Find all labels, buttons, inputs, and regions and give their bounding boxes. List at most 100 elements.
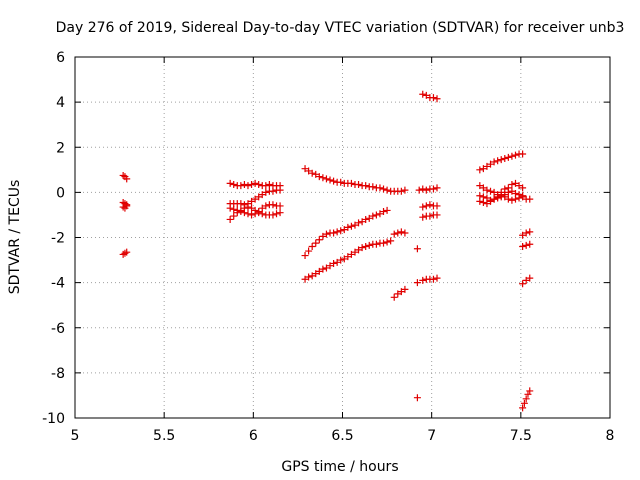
data-point (244, 203, 252, 211)
data-point (419, 185, 427, 193)
data-point (501, 155, 509, 163)
y-axis-label: SDTVAR / TECUs (7, 180, 23, 295)
data-point (326, 262, 334, 270)
data-point (344, 223, 352, 231)
y-tick-label: -10 (42, 411, 65, 427)
data-point (429, 185, 437, 193)
data-point (519, 184, 527, 192)
data-point (240, 180, 248, 188)
data-point (244, 182, 252, 190)
data-point (255, 180, 263, 188)
data-point (526, 228, 534, 236)
data-point (301, 165, 309, 173)
data-point (419, 203, 427, 211)
data-point (419, 276, 427, 284)
data-point (251, 179, 259, 187)
data-point (390, 293, 398, 301)
data-point (351, 248, 359, 256)
data-point (490, 195, 498, 203)
data-point (248, 211, 256, 219)
data-point (413, 245, 421, 253)
data-point (322, 230, 330, 238)
y-tick-label: 2 (56, 140, 65, 156)
x-tick-label: 5 (71, 428, 80, 444)
data-point (315, 236, 323, 244)
data-point (333, 228, 341, 236)
data-point (519, 150, 527, 158)
data-point (355, 180, 363, 188)
data-point (526, 240, 534, 248)
data-point (312, 239, 320, 247)
data-point (269, 201, 277, 209)
data-point (244, 210, 252, 218)
data-point (419, 90, 427, 98)
data-point (397, 187, 405, 195)
data-point (262, 182, 270, 190)
data-points (119, 90, 534, 412)
chart-title: Day 276 of 2019, Sidereal Day-to-day VTE… (56, 20, 625, 36)
data-point (394, 290, 402, 298)
data-point (226, 179, 234, 187)
y-tick-label: 0 (56, 185, 65, 201)
data-point (322, 175, 330, 183)
data-point (476, 166, 484, 174)
data-point (519, 280, 527, 288)
data-point (330, 259, 338, 267)
data-point (504, 195, 512, 203)
y-tick-label: -2 (51, 231, 65, 247)
data-point (526, 195, 534, 203)
data-point (380, 208, 388, 216)
data-point (494, 157, 502, 165)
data-point (522, 229, 530, 237)
data-point (524, 390, 532, 398)
data-point (519, 231, 527, 239)
x-tick-label: 5.5 (153, 428, 175, 444)
data-point (319, 265, 327, 273)
data-point (365, 241, 373, 249)
data-point (230, 205, 238, 213)
data-point (226, 204, 234, 212)
data-point (515, 182, 523, 190)
data-point (413, 279, 421, 287)
data-point (380, 185, 388, 193)
data-point (330, 177, 338, 185)
data-point (251, 206, 259, 214)
data-point (248, 180, 256, 188)
data-point (262, 202, 270, 210)
data-point (522, 276, 530, 284)
data-point (526, 274, 534, 282)
data-point (479, 199, 487, 207)
data-point (312, 270, 320, 278)
data-point (258, 191, 266, 199)
data-point (230, 212, 238, 220)
data-point (519, 193, 527, 201)
data-point (273, 210, 281, 218)
data-point (237, 182, 245, 190)
data-point (315, 173, 323, 181)
data-point (326, 176, 334, 184)
data-point (362, 182, 370, 190)
data-point (419, 213, 427, 221)
x-tick-label: 8 (606, 428, 615, 444)
data-point (347, 179, 355, 187)
data-point (487, 160, 495, 168)
data-point (355, 246, 363, 254)
data-point (226, 215, 234, 223)
data-point (123, 248, 131, 256)
data-point (479, 184, 487, 192)
data-point (362, 243, 370, 251)
data-point (497, 192, 505, 200)
data-point (121, 249, 129, 257)
x-tick-label: 6 (249, 428, 258, 444)
data-point (333, 258, 341, 266)
x-tick-label: 7.5 (510, 428, 532, 444)
data-point (344, 253, 352, 261)
data-point (230, 180, 238, 188)
x-tick-label: 6.5 (331, 428, 353, 444)
data-point (237, 200, 245, 208)
data-point (487, 197, 495, 205)
data-point (369, 212, 377, 220)
data-point (362, 215, 370, 223)
data-point (372, 240, 380, 248)
axis-ticks: 5 5.5 6 6.5 7 7.5 8 -10 -8 -6 -4 -2 0 2 4 6 (42, 50, 614, 444)
